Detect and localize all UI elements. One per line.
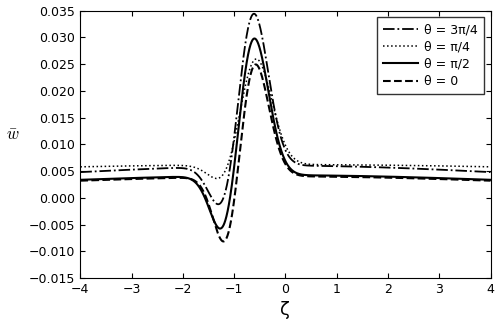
θ = π/4 bbox=[214, 176, 220, 180]
θ = 0 bbox=[480, 178, 486, 182]
θ = π/4 bbox=[252, 57, 258, 61]
θ = π/4 bbox=[148, 164, 154, 168]
θ = 0 bbox=[253, 62, 259, 66]
θ = 3π/4 bbox=[480, 170, 486, 174]
θ = 0 bbox=[78, 179, 84, 183]
θ = π/4 bbox=[78, 165, 84, 169]
θ = 0 bbox=[252, 62, 258, 66]
θ = π/2 bbox=[78, 178, 84, 182]
Line: θ = π/4: θ = π/4 bbox=[80, 59, 490, 178]
θ = π/4 bbox=[254, 57, 260, 61]
θ = 3π/4 bbox=[124, 168, 130, 172]
θ = 3π/4 bbox=[251, 12, 257, 16]
θ = π/4 bbox=[436, 164, 442, 168]
θ = π/4 bbox=[235, 122, 241, 126]
X-axis label: ζ: ζ bbox=[280, 302, 290, 319]
θ = π/2 bbox=[436, 176, 442, 180]
Line: θ = π/2: θ = π/2 bbox=[80, 38, 490, 228]
θ = 0 bbox=[436, 177, 442, 181]
θ = π/4 bbox=[124, 164, 130, 168]
θ = 3π/4 bbox=[252, 13, 258, 17]
θ = 3π/4 bbox=[78, 170, 84, 174]
θ = π/2 bbox=[488, 178, 494, 182]
Line: θ = 3π/4: θ = 3π/4 bbox=[80, 14, 490, 204]
θ = π/2 bbox=[217, 227, 223, 230]
θ = 0 bbox=[235, 168, 241, 172]
θ = π/2 bbox=[124, 176, 130, 180]
θ = π/2 bbox=[480, 177, 486, 181]
θ = 3π/4 bbox=[488, 170, 494, 174]
θ = π/4 bbox=[480, 165, 486, 169]
θ = 0 bbox=[220, 240, 226, 243]
Y-axis label: $\bar{\mathit{w}}$: $\bar{\mathit{w}}$ bbox=[6, 126, 19, 144]
θ = 0 bbox=[124, 177, 130, 181]
Line: θ = 0: θ = 0 bbox=[80, 64, 490, 241]
θ = π/2 bbox=[252, 36, 258, 40]
θ = 0 bbox=[488, 179, 494, 183]
θ = π/2 bbox=[252, 37, 258, 41]
θ = 3π/4 bbox=[215, 202, 221, 206]
θ = π/4 bbox=[488, 165, 494, 169]
θ = 3π/4 bbox=[148, 167, 154, 171]
θ = 0 bbox=[148, 176, 154, 180]
θ = π/2 bbox=[235, 133, 241, 137]
θ = 3π/4 bbox=[235, 104, 241, 108]
θ = π/2 bbox=[148, 176, 154, 179]
Legend: θ = 3π/4, θ = π/4, θ = π/2, θ = 0: θ = 3π/4, θ = π/4, θ = π/2, θ = 0 bbox=[377, 17, 484, 95]
θ = 3π/4 bbox=[436, 168, 442, 172]
